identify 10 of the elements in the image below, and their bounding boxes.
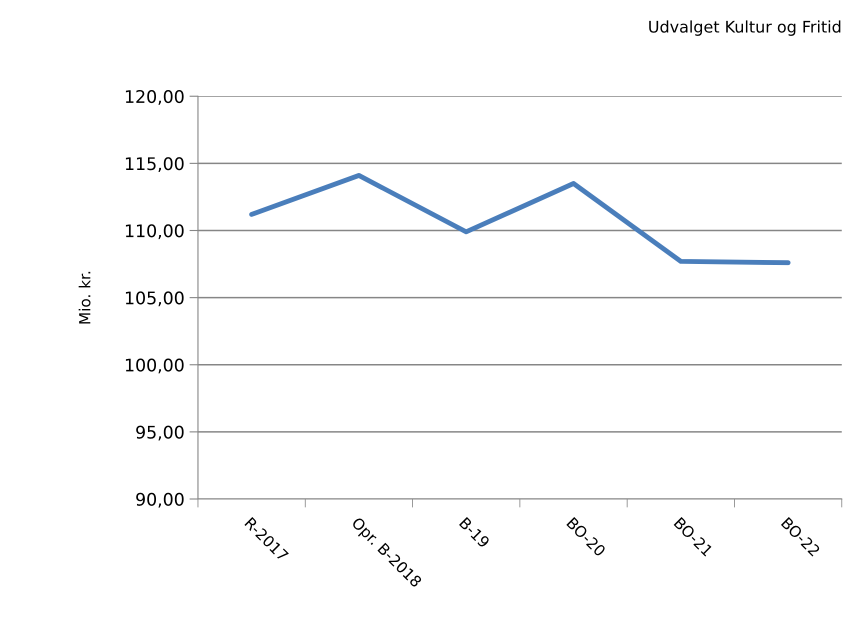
y-tick-label: 100,00 xyxy=(126,358,184,374)
y-tick-label: 95,00 xyxy=(136,426,184,440)
y-tick-label: 110,00 xyxy=(126,224,184,240)
y-tick-label: 90,00 xyxy=(136,492,184,508)
line-series xyxy=(249,173,791,266)
y-axis-title: Mio. kr. xyxy=(78,272,91,324)
y-tick-label: 115,00 xyxy=(126,157,184,172)
chart-title: Udvalget Kultur og Fritid xyxy=(649,20,840,36)
y-tick-label: 120,00 xyxy=(126,90,184,105)
y-tick-label: 105,00 xyxy=(126,291,184,306)
